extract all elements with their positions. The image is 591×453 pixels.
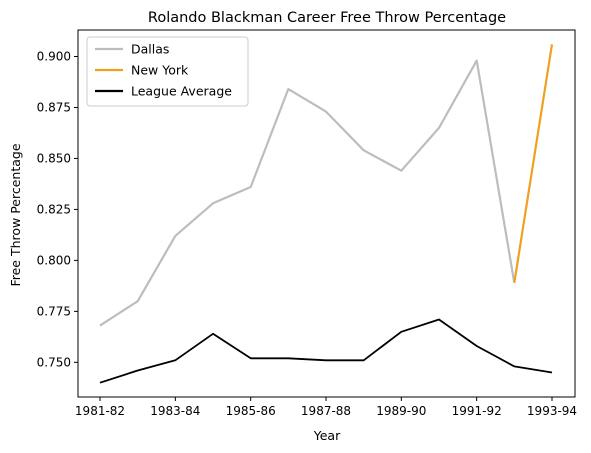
y-tick-label: 0.875 xyxy=(37,100,71,114)
x-tick-label: 1993-94 xyxy=(527,404,577,418)
x-tick-label: 1981-82 xyxy=(75,404,125,418)
x-tick-label: 1987-88 xyxy=(301,404,351,418)
y-axis-label: Free Throw Percentage xyxy=(8,143,23,286)
x-tick-label: 1983-84 xyxy=(150,404,200,418)
series-line-new-york xyxy=(513,44,554,283)
y-tick-label: 0.800 xyxy=(37,253,71,267)
y-tick-label: 0.850 xyxy=(37,151,71,165)
legend-label-new-york: New York xyxy=(131,63,189,78)
y-tick-label: 0.825 xyxy=(37,202,71,216)
x-tick-label: 1991-92 xyxy=(452,404,502,418)
series-line-dallas xyxy=(99,59,516,327)
chart-title: Rolando Blackman Career Free Throw Perce… xyxy=(148,10,506,26)
legend-label-dallas: Dallas xyxy=(131,42,169,57)
x-tick-label: 1985-86 xyxy=(226,404,276,418)
x-axis-label: Year xyxy=(313,428,341,443)
x-tick-label: 1989-90 xyxy=(376,404,426,418)
series-line-league-average xyxy=(99,318,553,384)
plot-area: 1981-82 1983-84 1985-86 1987-88 1989-90 1991-… xyxy=(37,44,577,418)
legend-label-league-average: League Average xyxy=(131,84,232,99)
y-tick-label: 0.750 xyxy=(37,355,71,369)
legend-box xyxy=(86,36,249,107)
plot-frame xyxy=(77,29,576,398)
y-tick-label: 0.900 xyxy=(37,50,71,64)
legend: Dallas New York League Average xyxy=(86,36,249,107)
y-tick-label: 0.775 xyxy=(37,304,71,318)
